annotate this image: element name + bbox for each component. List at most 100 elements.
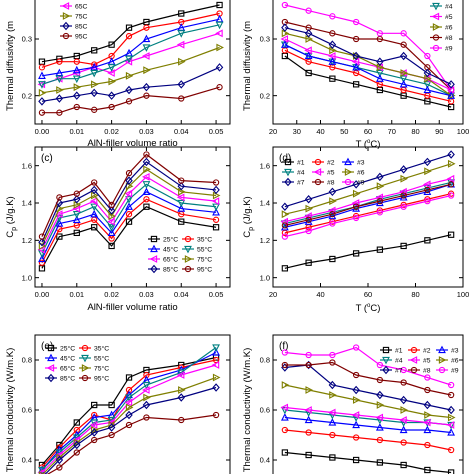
x-axis-label: T (oC): [356, 139, 381, 150]
data-point: [281, 381, 290, 389]
data-point: [73, 449, 80, 456]
legend-marker: [432, 44, 440, 52]
data-point: [178, 57, 186, 66]
data-point: [447, 181, 455, 188]
data-point: [125, 98, 133, 105]
legend-label: 35°C: [197, 235, 212, 243]
legend-label: #4: [297, 169, 305, 176]
data-point: [211, 197, 220, 206]
data-point: [216, 84, 223, 91]
data-point: [142, 52, 150, 60]
data-point: [142, 172, 150, 181]
data-point: [376, 63, 385, 72]
series-line-4: [284, 21, 452, 91]
data-point: [108, 77, 117, 86]
legend-label: 95°C: [94, 374, 109, 382]
data-point: [352, 214, 360, 222]
y-axis-label-sub: p: [11, 227, 18, 231]
legend-label: #6: [445, 24, 453, 31]
legend-marker: [47, 344, 55, 352]
data-point: [352, 62, 361, 71]
data-point: [329, 46, 337, 55]
data-point: [281, 202, 289, 211]
legend-label: 95°C: [197, 265, 212, 273]
series-line-5: [284, 406, 452, 426]
data-point: [376, 172, 384, 182]
x-tick-label: 100: [457, 127, 470, 136]
legend-marker: [284, 168, 292, 177]
data-point: [72, 65, 81, 74]
x-tick-label: 60: [364, 290, 372, 299]
data-point: [107, 228, 116, 237]
data-point: [212, 179, 220, 186]
panel-label: (f): [279, 341, 288, 352]
legend-label: #1: [395, 347, 403, 354]
legend-label: 55°C: [94, 354, 109, 362]
legend-label: 25°C: [60, 344, 75, 352]
data-point: [400, 201, 407, 209]
legend-label: #8: [445, 35, 453, 42]
x-tick-label: 50: [340, 127, 348, 136]
data-point: [329, 359, 336, 366]
data-point: [125, 211, 133, 218]
series-line-8: [284, 361, 452, 396]
data-point: [177, 393, 185, 402]
legend-marker: [81, 364, 90, 372]
data-point: [376, 207, 384, 214]
data-point: [328, 40, 337, 49]
data-point: [352, 456, 360, 464]
legend-label: 65°C: [163, 255, 178, 263]
data-point: [352, 434, 360, 441]
data-point: [108, 431, 115, 439]
data-point: [212, 224, 220, 231]
legend-marker: [62, 12, 71, 20]
x-axis-unit: C): [370, 303, 380, 314]
legend-label: #5: [445, 14, 453, 21]
y-tick-label: 0.4: [260, 456, 270, 465]
data-point: [352, 371, 360, 379]
series-line-1: [41, 206, 217, 269]
x-tick-label: 0.02: [104, 127, 119, 136]
x-tick-label: 0.04: [174, 290, 189, 299]
data-point: [73, 58, 80, 65]
y-axis-label-sub: p: [248, 227, 255, 231]
data-point: [352, 396, 361, 404]
data-point: [423, 157, 432, 167]
series-line-9: [284, 346, 452, 386]
data-point: [125, 410, 133, 420]
legend-marker: [344, 178, 352, 186]
data-point: [447, 192, 455, 199]
data-point: [399, 416, 407, 424]
series-line-4: [284, 181, 452, 225]
data-point: [376, 401, 385, 409]
legend-marker: [410, 346, 418, 354]
plot-frame: [34, 0, 231, 125]
data-point: [304, 217, 313, 225]
data-point: [447, 80, 455, 89]
legend-label: 75C: [75, 13, 88, 20]
data-point: [90, 203, 99, 212]
data-point: [107, 423, 116, 432]
legend-label: 25°C: [163, 235, 178, 243]
data-point: [38, 64, 46, 71]
data-point: [422, 418, 431, 427]
data-point: [216, 1, 223, 9]
data-point: [424, 52, 431, 60]
legend-marker: [61, 2, 70, 10]
series-line-7: [41, 18, 220, 77]
x-axis-label: AlN-filler volume ratio: [87, 302, 177, 313]
legend-marker: [184, 265, 192, 273]
y-axis-label-unit: (J/g.K): [242, 196, 253, 227]
panel-label: (d): [279, 153, 291, 164]
x-axis-label: T (oC): [356, 303, 381, 314]
data-point: [72, 215, 81, 223]
y-tick-label: 0.2: [22, 91, 32, 100]
data-point: [178, 218, 185, 225]
data-point: [107, 69, 115, 77]
legend-marker: [432, 2, 440, 11]
data-point: [176, 193, 185, 202]
series-group: [280, 344, 456, 474]
data-point: [400, 406, 409, 414]
data-point: [91, 426, 99, 434]
series-line-6: [41, 12, 220, 68]
